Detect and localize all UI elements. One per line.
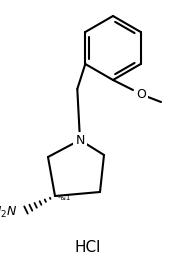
Text: HCl: HCl [75, 240, 101, 255]
Text: $H_2N$: $H_2N$ [0, 204, 17, 220]
Text: O: O [136, 88, 146, 100]
Text: *&1: *&1 [58, 195, 71, 201]
Text: N: N [75, 134, 85, 146]
